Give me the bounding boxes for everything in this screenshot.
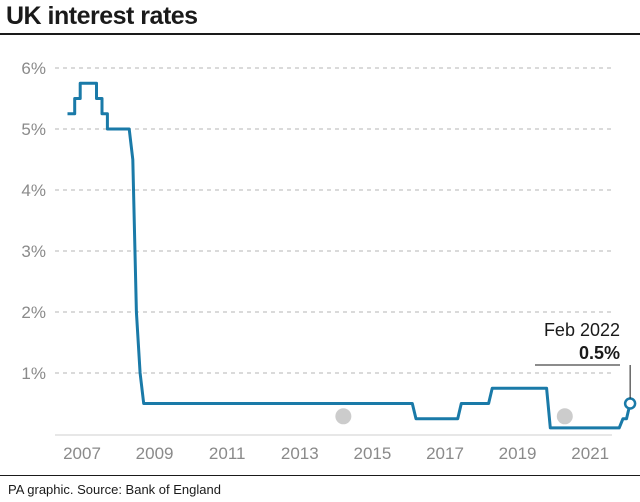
y-tick-label: 3% xyxy=(21,242,46,261)
series-layer xyxy=(67,81,637,430)
x-tick-label: 2019 xyxy=(499,444,537,463)
series-line xyxy=(67,81,632,430)
placeholder-marker xyxy=(556,408,573,425)
x-tick-label: 2007 xyxy=(63,444,101,463)
placeholder-marker xyxy=(335,408,352,425)
chart-title: UK interest rates xyxy=(6,2,198,30)
x-axis-ticks: 2007 2009 2011 2013 2015 2017 2019 2021 xyxy=(63,444,609,463)
x-tick-label: 2021 xyxy=(571,444,609,463)
x-tick-label: 2011 xyxy=(209,444,246,463)
annotation-value: 0.5% xyxy=(579,343,620,363)
y-tick-label: 5% xyxy=(21,120,46,139)
gridlines xyxy=(55,67,612,436)
placeholder-markers xyxy=(335,408,573,425)
annotation-date: Feb 2022 xyxy=(544,320,620,340)
y-axis-ticks: 1% 2% 3% 4% 5% 6% xyxy=(21,59,46,383)
x-tick-label: 2013 xyxy=(281,444,319,463)
source-note: PA graphic. Source: Bank of England xyxy=(8,482,221,497)
footer-divider xyxy=(0,475,640,476)
y-tick-label: 6% xyxy=(21,59,46,78)
x-tick-label: 2015 xyxy=(353,444,391,463)
x-tick-label: 2009 xyxy=(136,444,174,463)
title-divider xyxy=(0,33,640,35)
y-tick-label: 4% xyxy=(21,181,46,200)
annotation-layer: Feb 2022 0.5% xyxy=(535,320,631,399)
x-tick-label: 2017 xyxy=(426,444,464,463)
latest-point-marker xyxy=(623,397,637,410)
y-tick-label: 1% xyxy=(21,364,46,383)
y-tick-label: 2% xyxy=(21,303,46,322)
